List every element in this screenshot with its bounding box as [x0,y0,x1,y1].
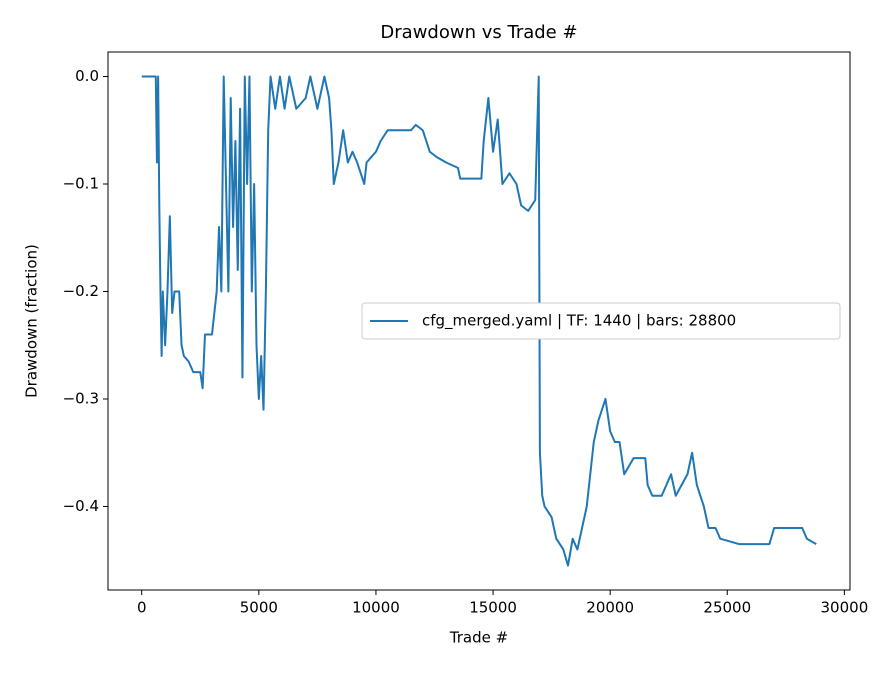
plot-frame [107,51,851,591]
x-axis-label: Trade # [449,629,508,647]
x-tick-label: 15000 [469,599,517,617]
x-tick-label: 30000 [821,599,869,617]
y-tick-label: 0.0 [75,67,99,85]
y-tick-label: −0.1 [63,175,99,193]
y-tick-label: −0.4 [63,497,99,515]
x-tick-label: 10000 [352,599,400,617]
x-tick-label: 20000 [586,599,634,617]
y-tick-label: −0.2 [63,282,99,300]
legend-box [361,302,841,340]
chart-title: Drawdown vs Trade # [380,22,577,43]
legend-label: cfg_merged.yaml | TF: 1440 | bars: 28800 [422,312,736,331]
x-tick-label: 0 [137,599,147,617]
y-axis-label: Drawdown (fraction) [23,244,41,398]
y-tick-label: −0.3 [63,389,99,407]
x-tick-label: 5000 [240,599,278,617]
x-tick-label: 25000 [703,599,751,617]
data-line [141,75,817,567]
